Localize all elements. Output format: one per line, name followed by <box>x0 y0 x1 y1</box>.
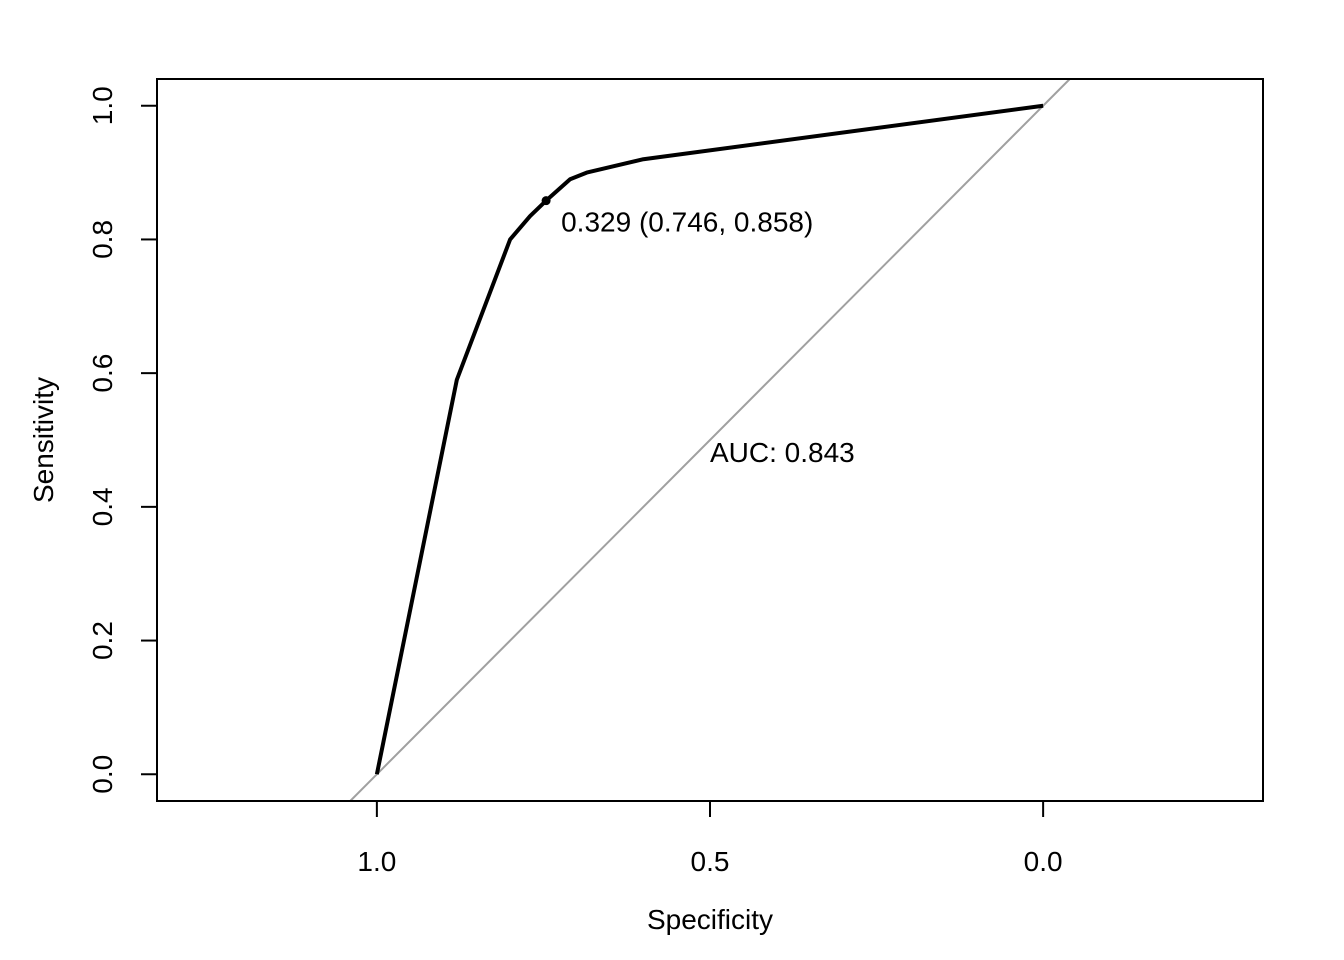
x-axis-title: Specificity <box>647 904 773 935</box>
y-tick-label: 0.8 <box>87 220 118 259</box>
best-threshold-label: 0.329 (0.746, 0.858) <box>561 207 813 238</box>
y-tick-label: 0.4 <box>87 487 118 526</box>
y-tick-label: 0.0 <box>87 755 118 794</box>
y-axis-title: Sensitivity <box>28 377 59 503</box>
y-tick-label: 0.2 <box>87 621 118 660</box>
reference-diagonal-line <box>349 78 1071 802</box>
best-threshold-point <box>541 196 551 206</box>
x-tick-label: 1.0 <box>357 846 396 877</box>
plot-area <box>349 78 1071 802</box>
x-tick-label: 0.5 <box>691 846 730 877</box>
y-tick-label: 0.6 <box>87 354 118 393</box>
x-tick-label: 0.0 <box>1024 846 1063 877</box>
x-axis: 1.0 0.5 0.0 <box>357 800 1063 877</box>
y-tick-label: 1.0 <box>87 86 118 125</box>
auc-label: AUC: 0.843 <box>710 437 855 468</box>
y-axis: 0.0 0.2 0.4 0.6 0.8 1.0 <box>87 86 158 794</box>
